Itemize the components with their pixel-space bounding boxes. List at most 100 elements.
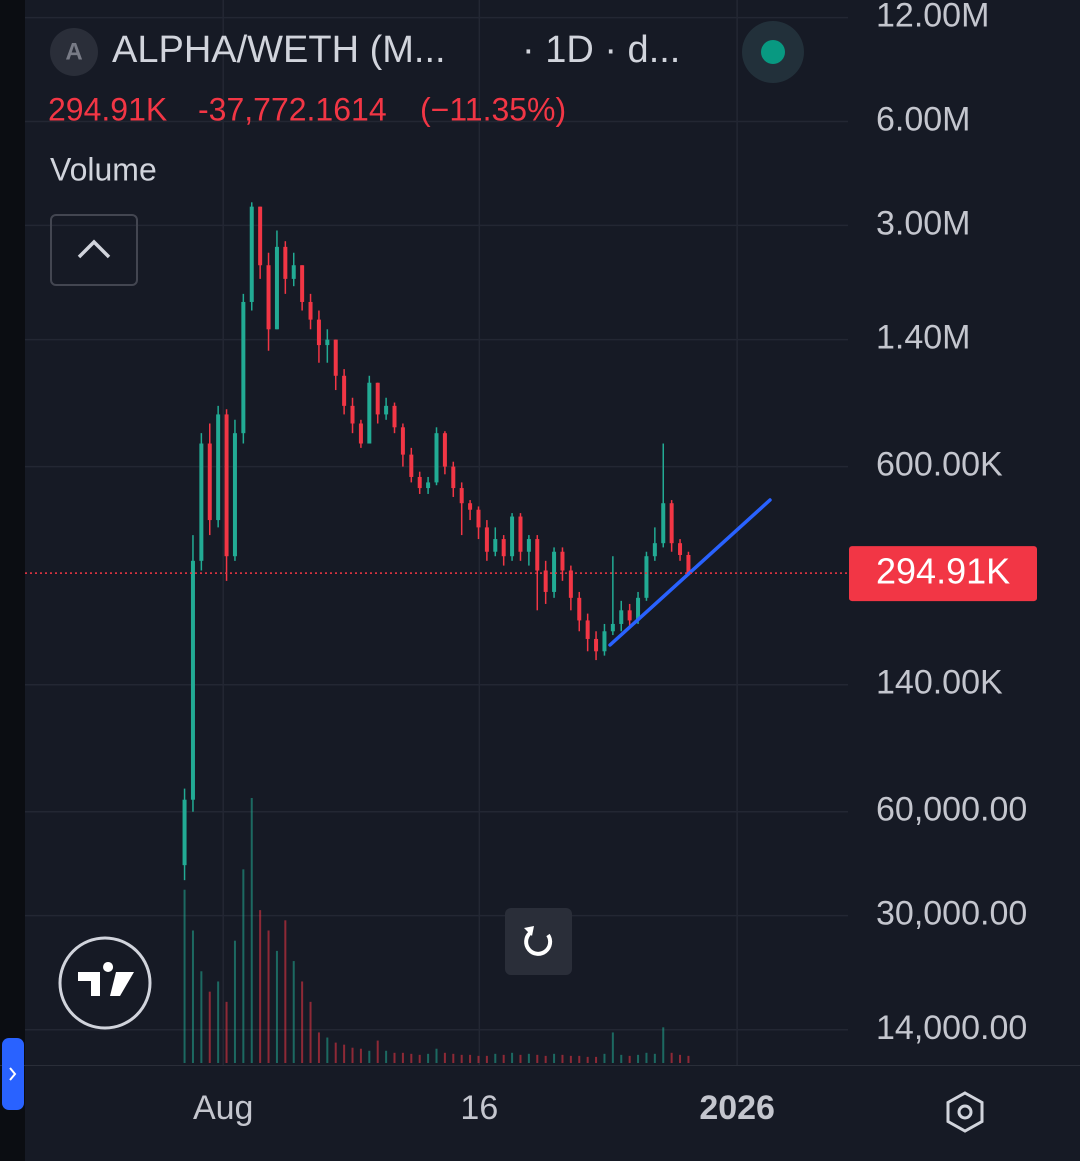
candle-body [652, 543, 657, 557]
candle-body [493, 539, 498, 552]
y-tick-label: 60,000.00 [876, 791, 1027, 829]
interval[interactable]: · 1D · d... [522, 29, 680, 71]
candle-body [316, 319, 321, 346]
candle-body [518, 516, 523, 552]
collapse-button[interactable] [50, 214, 138, 286]
candle-body [207, 443, 212, 521]
volume-bar [586, 1056, 589, 1063]
logo[interactable] [58, 936, 152, 1030]
candle-body [199, 443, 204, 561]
candle-body [526, 539, 531, 552]
volume-bar [595, 1056, 598, 1063]
volume-bar [519, 1054, 522, 1063]
volume-bar [611, 1032, 614, 1063]
volume-bar [452, 1053, 455, 1063]
volume-bar [443, 1052, 446, 1063]
volume-bar [485, 1055, 488, 1063]
candle-body [560, 551, 565, 571]
price-label-box [849, 546, 1037, 602]
volume-bar [569, 1055, 572, 1063]
candle-body [636, 597, 641, 621]
candle-body [325, 339, 330, 346]
candle-body [182, 799, 187, 866]
volume-bar [460, 1054, 463, 1063]
x-tick-label: 2026 [699, 1089, 775, 1127]
logo-mark [78, 962, 134, 996]
volume-bar [225, 1001, 228, 1063]
volume-bar [578, 1055, 581, 1063]
candle-body [249, 206, 254, 302]
candle-body [610, 623, 615, 632]
symbol-title[interactable]: ALPHA/WETH (M... [112, 29, 446, 71]
candle-body [476, 509, 481, 528]
y-tick-label: 600.00K [876, 446, 1003, 484]
volume-bar [200, 971, 203, 1063]
volume-bar [662, 1027, 665, 1063]
volume-bar [368, 1050, 371, 1063]
settings-icon[interactable] [946, 1091, 984, 1133]
volume-bar [527, 1053, 530, 1063]
candle-body [308, 301, 313, 320]
candle-body [274, 246, 279, 330]
volume-bar [284, 920, 287, 1063]
candle-body [333, 339, 338, 376]
candle-body [552, 551, 557, 592]
x-tick-label: Aug [193, 1089, 254, 1127]
volume-bar [637, 1054, 640, 1063]
volume-bar [603, 1053, 606, 1063]
candles [182, 202, 691, 881]
reset-icon-arrow [524, 926, 534, 936]
volume-bar [427, 1053, 430, 1063]
volume-bar [401, 1052, 404, 1063]
candle-body [594, 638, 599, 652]
candle-body [241, 301, 246, 434]
volume-bar [628, 1055, 631, 1063]
y-tick-label: 140.00K [876, 664, 1003, 702]
y-tick-label: 3.00M [876, 204, 971, 242]
volume-bar [418, 1054, 421, 1063]
volume-bar [645, 1052, 648, 1063]
side-tab-arrow [9, 1067, 17, 1081]
candle-body [232, 433, 237, 557]
y-tick-label: 1.40M [876, 319, 971, 357]
side-tab[interactable] [2, 1038, 24, 1110]
candle-body [510, 516, 515, 557]
candle-body [451, 466, 456, 489]
candle-body [543, 570, 548, 592]
grid [25, 0, 848, 1065]
volume-bar [494, 1053, 497, 1063]
candle-body [350, 405, 355, 424]
volume-bar [561, 1054, 564, 1063]
volume-bar [233, 940, 236, 1063]
candle-body [283, 246, 288, 279]
candle-body [358, 423, 363, 444]
reset-button[interactable] [505, 908, 572, 975]
volume-bar [544, 1055, 547, 1063]
volume-bar [309, 1001, 312, 1063]
volume-label: Volume [50, 151, 157, 187]
candle-body [585, 620, 590, 639]
volume-bar [301, 981, 304, 1063]
candle-body [417, 476, 422, 489]
volume-bar [620, 1054, 623, 1063]
axes: 12.00M 6.00M 3.00M 1.40M 600.00K 140.00K 60,00… [25, 0, 1037, 1127]
candle-body [619, 610, 624, 624]
volume-bar [385, 1050, 388, 1063]
reset-icon [524, 931, 553, 956]
candle-body [258, 206, 263, 266]
candle-body [384, 405, 389, 415]
candle-body [342, 375, 347, 406]
chevron-up-icon [77, 239, 111, 259]
symbol-icon-letter: A [65, 38, 82, 65]
candle-body [484, 527, 489, 552]
candle-body [627, 610, 632, 621]
candle-body [434, 433, 439, 483]
volume-bar [687, 1055, 690, 1063]
volume-bar [334, 1042, 337, 1063]
volume-bar [343, 1044, 346, 1063]
volume-bar [351, 1047, 354, 1063]
candle-body [392, 405, 397, 428]
volume-bar [435, 1048, 438, 1063]
